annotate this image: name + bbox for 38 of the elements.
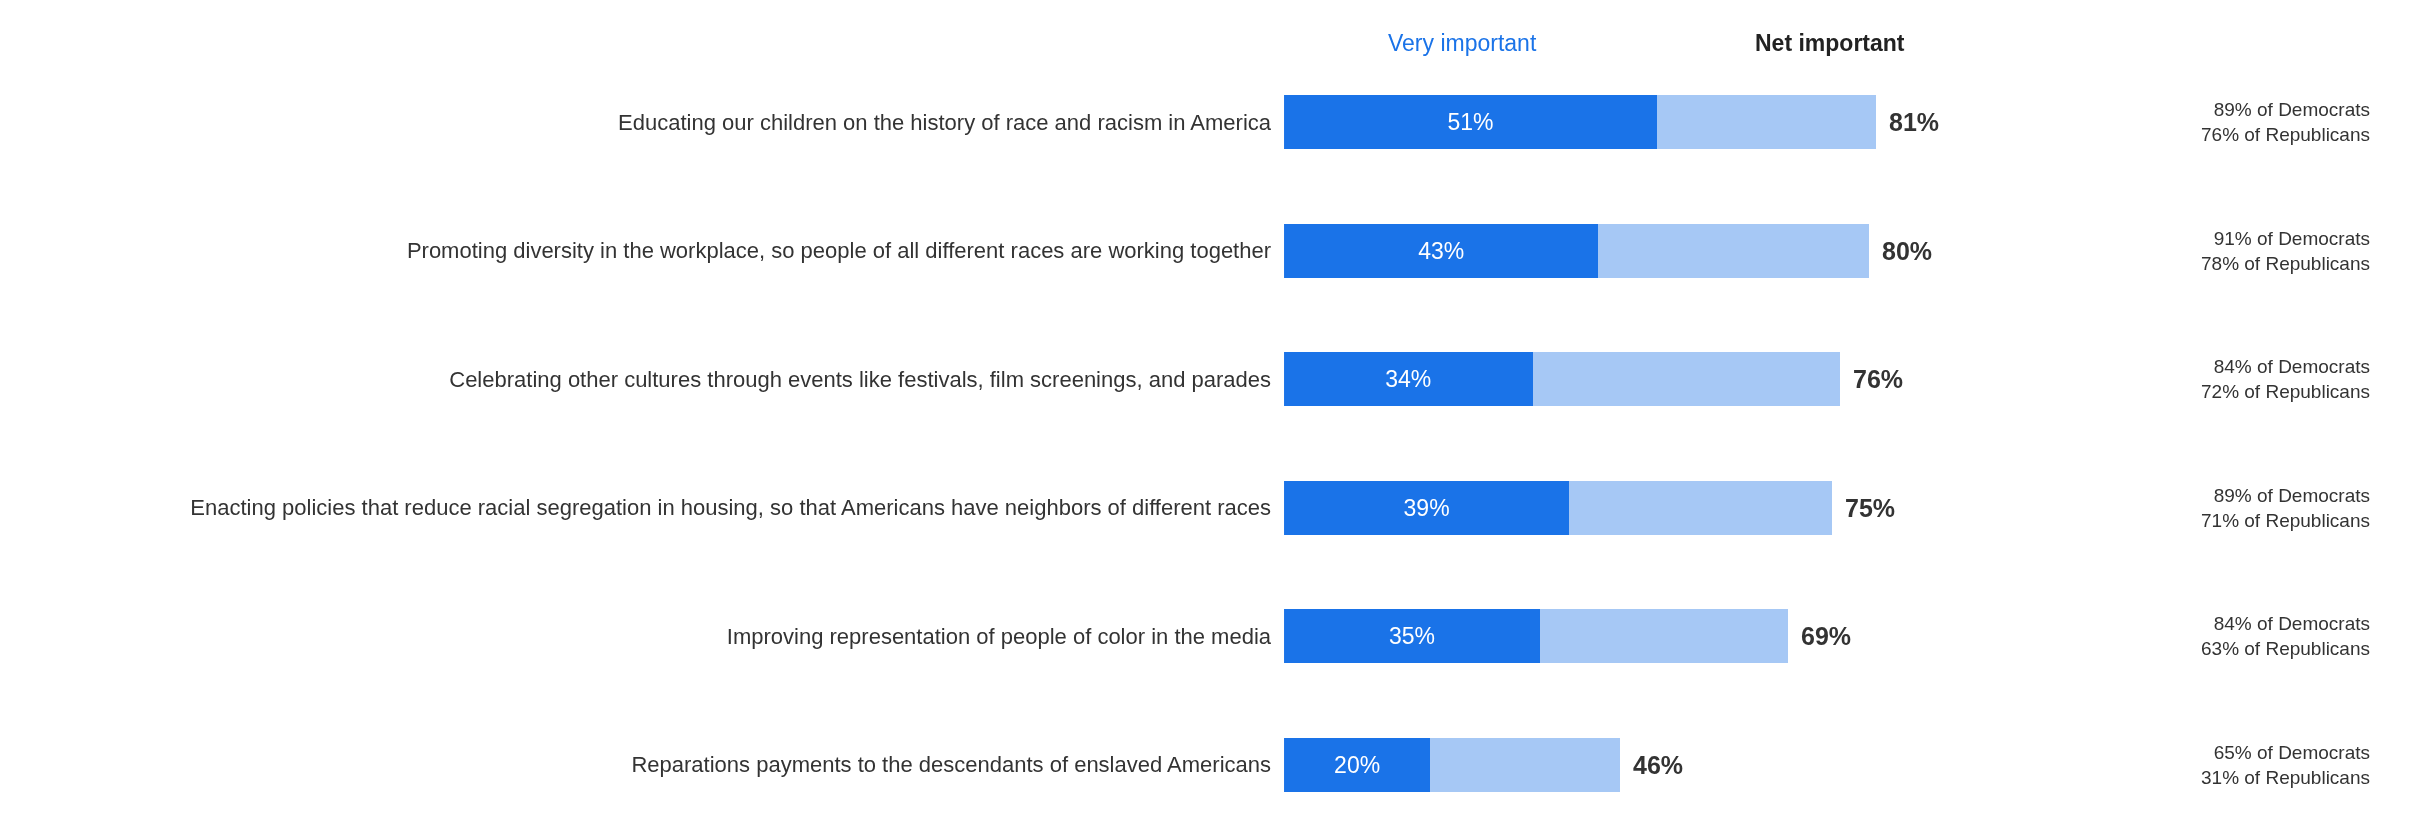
data-label: 35%	[1388, 623, 1435, 650]
y-tick-label: Enacting policies that reduce racial segregation in housing, so that Americans have neighbors of different races	[190, 495, 1272, 521]
bar	[1284, 223, 1599, 278]
text: Net important	[1755, 30, 1905, 56]
data-label: 20%	[1334, 751, 1381, 778]
bar	[1569, 480, 1833, 535]
text: 65% of Democrats 31% of Republicans	[2201, 742, 2370, 788]
y-tick-label: Improving representation of people of color in the media	[726, 623, 1272, 649]
bar	[1656, 95, 1877, 150]
bar	[1284, 95, 1657, 150]
bar	[1532, 352, 1840, 407]
data-label: 39%	[1403, 494, 1450, 521]
data-label: 43%	[1418, 237, 1465, 264]
y-tick-label: Reparations payments to the descendants of enslaved Americans	[631, 752, 1272, 778]
bar	[1430, 737, 1621, 792]
total-label: 46%	[1633, 751, 1684, 779]
bar	[1284, 480, 1570, 535]
text: 84% of Democrats 72% of Republicans	[2201, 356, 2370, 402]
y-tick-label: Celebrating other cultures through events like festivals, film screenings, and parades	[449, 366, 1272, 392]
text: 91% of Democrats 78% of Republicans	[2201, 228, 2370, 274]
bar	[1598, 223, 1869, 278]
series-label: Very important	[1388, 30, 1537, 56]
bar	[1539, 609, 1789, 664]
y-tick-label: Educating our children on the history of race and racism in America	[618, 109, 1272, 135]
y-tick-label: Promoting diversity in the workplace, so people of all different races are working together	[406, 238, 1272, 264]
bar	[1284, 737, 1431, 792]
total-label: 76%	[1853, 365, 1904, 393]
data-label: 34%	[1385, 366, 1432, 393]
data-label: 51%	[1447, 109, 1494, 136]
bar	[1284, 609, 1540, 664]
total-label: 80%	[1882, 237, 1933, 265]
total-label: 75%	[1845, 494, 1896, 522]
text: 84% of Democrats 63% of Republicans	[2201, 613, 2370, 659]
text: 89% of Democrats 71% of Republicans	[2201, 485, 2370, 531]
text: 89% of Democrats 76% of Republicans	[2201, 99, 2370, 145]
total-label: 81%	[1889, 108, 1940, 136]
total-label: 69%	[1801, 622, 1852, 650]
bar	[1284, 352, 1533, 407]
